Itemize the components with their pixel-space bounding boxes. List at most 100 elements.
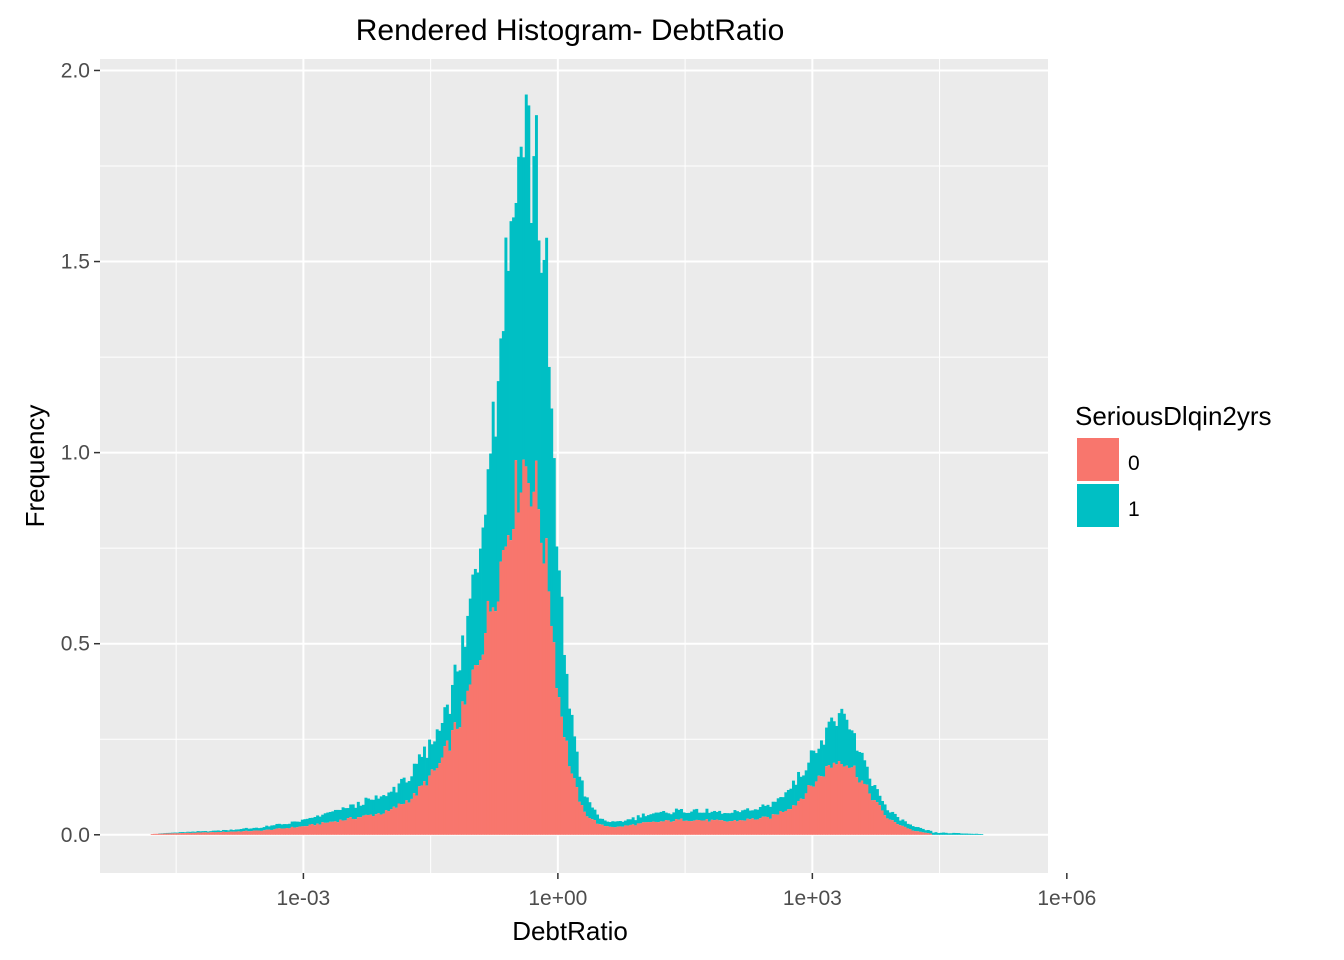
bar-series-0 bbox=[858, 782, 862, 835]
bar-series-1 bbox=[830, 717, 834, 768]
bar-series-0 bbox=[323, 822, 327, 835]
bar-series-0 bbox=[244, 830, 248, 835]
bar-series-1 bbox=[514, 202, 518, 461]
bar-series-0 bbox=[926, 833, 930, 835]
bar-series-1 bbox=[840, 708, 844, 765]
x-tick-label: 1e+03 bbox=[783, 887, 842, 910]
bar-series-1 bbox=[608, 822, 612, 827]
bar-series-1 bbox=[636, 815, 640, 824]
bar-series-1 bbox=[690, 811, 694, 822]
bar-series-0 bbox=[799, 798, 803, 835]
bar-series-1 bbox=[560, 596, 564, 717]
bar-series-0 bbox=[249, 831, 253, 835]
bar-series-0 bbox=[176, 833, 180, 835]
bar-series-1 bbox=[863, 760, 867, 784]
bar-series-1 bbox=[896, 817, 900, 825]
bar-series-0 bbox=[150, 834, 154, 835]
bar-series-0 bbox=[341, 820, 345, 835]
bar-series-0 bbox=[486, 600, 490, 835]
bar-series-1 bbox=[748, 810, 752, 820]
bar-series-0 bbox=[654, 821, 658, 835]
bar-series-1 bbox=[667, 813, 671, 821]
bar-series-0 bbox=[277, 828, 281, 835]
bar-series-0 bbox=[631, 824, 635, 835]
bar-series-1 bbox=[570, 714, 574, 774]
bar-series-1 bbox=[812, 750, 816, 787]
bar-series-0 bbox=[171, 833, 175, 835]
bar-series-0 bbox=[878, 805, 882, 835]
bar-series-0 bbox=[649, 822, 653, 835]
bar-series-0 bbox=[865, 784, 869, 835]
bar-series-1 bbox=[728, 813, 732, 822]
bar-series-0 bbox=[901, 825, 905, 835]
bar-series-1 bbox=[270, 825, 274, 830]
bar-series-1 bbox=[542, 259, 546, 564]
bar-series-0 bbox=[367, 814, 370, 835]
bar-series-1 bbox=[804, 770, 808, 794]
bar-series-0 bbox=[850, 767, 854, 835]
bar-series-0 bbox=[888, 819, 892, 835]
bar-series-1 bbox=[555, 546, 559, 689]
bar-series-1 bbox=[939, 832, 943, 835]
bar-series-1 bbox=[916, 827, 920, 832]
bar-series-0 bbox=[420, 785, 424, 835]
bar-series-0 bbox=[417, 786, 421, 835]
bar-series-0 bbox=[423, 781, 426, 835]
bar-series-1 bbox=[914, 826, 918, 832]
bar-series-0 bbox=[598, 824, 602, 835]
bar-series-1 bbox=[893, 813, 897, 823]
bar-series-0 bbox=[377, 813, 381, 835]
bar-series-1 bbox=[713, 810, 717, 821]
bar-series-1 bbox=[626, 819, 630, 826]
bar-series-1 bbox=[682, 812, 686, 821]
x-axis: 1e-03 1e+00 1e+03 1e+06 bbox=[277, 873, 1096, 910]
bar-series-0 bbox=[687, 820, 691, 835]
bar-series-0 bbox=[407, 802, 411, 835]
bar-series-0 bbox=[463, 704, 467, 835]
bar-series-0 bbox=[738, 820, 742, 835]
bar-series-1 bbox=[802, 775, 806, 800]
bar-series-1 bbox=[705, 808, 709, 820]
bar-series-0 bbox=[321, 822, 325, 835]
bar-series-0 bbox=[761, 816, 765, 835]
bar-series-0 bbox=[601, 824, 605, 835]
bar-series-1 bbox=[265, 825, 269, 830]
bar-series-1 bbox=[298, 821, 302, 827]
bar-series-0 bbox=[774, 814, 778, 835]
bar-series-0 bbox=[214, 832, 218, 835]
bar-series-1 bbox=[733, 810, 737, 821]
bar-series-1 bbox=[517, 156, 521, 513]
bar-series-1 bbox=[397, 783, 401, 804]
bar-series-0 bbox=[682, 820, 686, 835]
bar-series-0 bbox=[812, 786, 816, 835]
bar-series-0 bbox=[316, 823, 320, 835]
bar-series-0 bbox=[219, 832, 223, 835]
bar-series-1 bbox=[313, 816, 317, 826]
bar-series-1 bbox=[168, 832, 172, 834]
bar-series-1 bbox=[351, 804, 355, 819]
bar-series-0 bbox=[415, 795, 419, 835]
bar-series-1 bbox=[980, 834, 984, 835]
bar-series-0 bbox=[751, 818, 755, 835]
bar-series-1 bbox=[234, 829, 238, 832]
bar-series-1 bbox=[473, 568, 477, 666]
bar-series-0 bbox=[298, 826, 302, 835]
bar-series-1 bbox=[461, 635, 465, 702]
bar-series-1 bbox=[931, 832, 935, 835]
bar-series-1 bbox=[178, 832, 182, 834]
bar-series-1 bbox=[262, 827, 266, 831]
bar-series-1 bbox=[300, 819, 304, 827]
bar-series-1 bbox=[232, 830, 236, 832]
bar-series-1 bbox=[173, 832, 177, 834]
bar-series-0 bbox=[845, 765, 849, 835]
bar-series-0 bbox=[275, 828, 279, 835]
bar-series-1 bbox=[420, 756, 424, 786]
bar-series-0 bbox=[545, 538, 549, 835]
bar-series-0 bbox=[160, 833, 164, 835]
bar-series-1 bbox=[646, 815, 650, 823]
bar-series-1 bbox=[425, 757, 429, 786]
bar-series-0 bbox=[178, 833, 182, 835]
bar-series-1 bbox=[428, 739, 432, 776]
bar-series-1 bbox=[209, 831, 213, 833]
bar-series-0 bbox=[326, 822, 330, 835]
